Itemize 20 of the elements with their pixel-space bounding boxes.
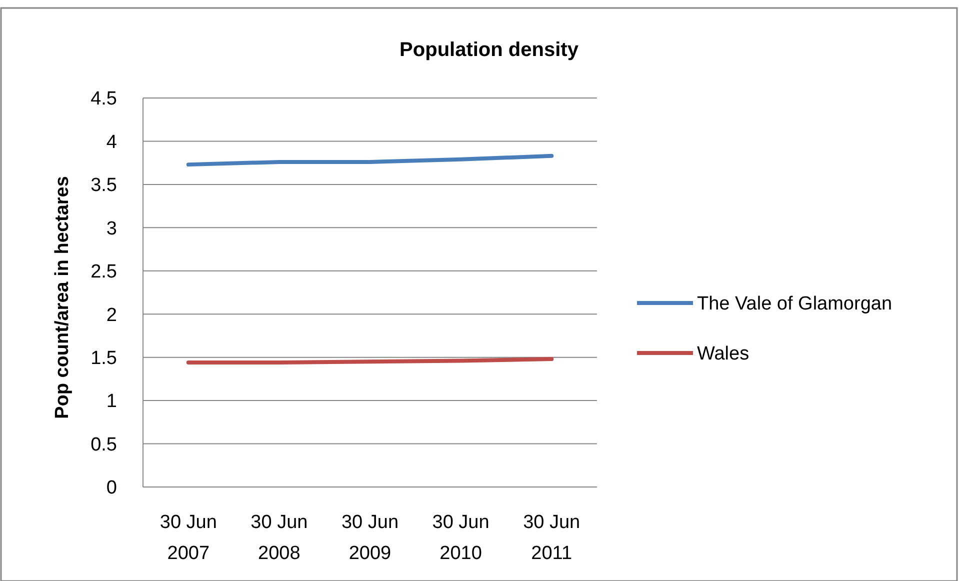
y-tick-label: 3.5 xyxy=(90,175,117,196)
x-tick-label: 30 Jun 2007 xyxy=(160,512,217,564)
legend-label: The Vale of Glamorgan xyxy=(697,294,892,315)
y-tick-label: 0 xyxy=(106,478,117,499)
y-tick-label: 4.5 xyxy=(90,88,117,110)
y-tick-label: 0.5 xyxy=(90,434,117,456)
y-tick-label: 1 xyxy=(106,391,117,412)
y-tick-label: 3 xyxy=(106,218,117,240)
line-series xyxy=(186,154,554,167)
y-tick-label: 4 xyxy=(106,132,118,153)
legend-label: Wales xyxy=(697,344,750,365)
chart-title: Population density xyxy=(400,39,580,61)
x-tick-label: 30 Jun 2008 xyxy=(250,512,308,564)
x-tick-label: 30 Jun 2009 xyxy=(341,512,399,564)
y-axis-title: Pop count/area in hectares xyxy=(52,176,73,419)
y-tick-label: 1.5 xyxy=(90,348,117,369)
y-tick-label: 2.5 xyxy=(90,262,117,283)
x-tick-label: 30 Jun 2010 xyxy=(432,512,490,564)
y-tick-label: 2 xyxy=(106,304,117,326)
x-tick-label: 30 Jun 2011 xyxy=(523,512,580,564)
